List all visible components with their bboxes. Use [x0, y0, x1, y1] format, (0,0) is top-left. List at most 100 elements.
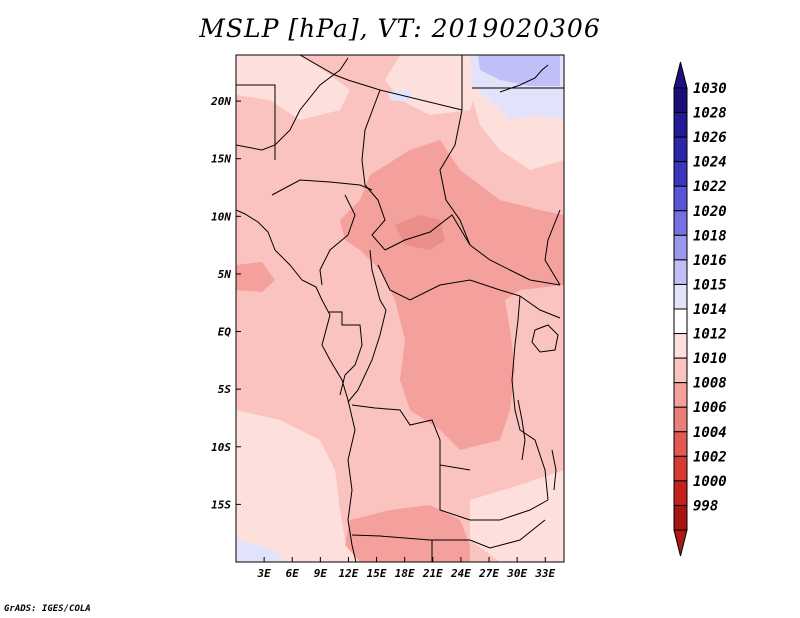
border-cameroon-nigeria — [319, 194, 356, 286]
border-angola-zambia — [439, 465, 549, 521]
lake-tanganyika — [517, 399, 526, 461]
grads-credit: GrADS: IGES/COLA — [4, 604, 91, 614]
border-chad-car — [384, 214, 471, 251]
border-chad-sudan — [439, 109, 471, 246]
pressure-zone-1008-south — [345, 505, 470, 562]
map-frame — [235, 54, 565, 563]
colorbar-swatch — [673, 431, 688, 457]
pressure-zone-1006-central — [395, 215, 445, 250]
colorbar-swatch — [673, 308, 688, 335]
pressure-zone-1008-west — [236, 262, 275, 292]
colorbar-swatch — [673, 480, 688, 506]
pressure-zone-1012-southwest — [236, 410, 360, 562]
border-congo-drc — [347, 309, 387, 403]
colorbar-label: 1020 — [693, 204, 727, 220]
colorbar-swatch — [673, 283, 688, 310]
colorbar-swatch — [673, 357, 688, 384]
colorbar-label: 1012 — [693, 327, 727, 343]
colorbar-swatch — [673, 333, 688, 359]
lake-victoria — [531, 324, 559, 353]
latitude-axis: 20N 15N 10N 5N EQ 5S 10S 15S — [210, 95, 241, 511]
colorbar-label: 1026 — [693, 130, 727, 146]
border-drc-east — [511, 295, 549, 501]
border-algeria-mali-niger — [236, 57, 349, 151]
colorbar-label: 1000 — [693, 474, 727, 490]
border-angola-namibia — [351, 534, 470, 541]
border-sudan-southsudan — [469, 244, 561, 286]
colorbar-swatch — [673, 382, 688, 408]
colorbar-label: 1014 — [693, 302, 727, 318]
pressure-zone-1015-southwest — [236, 540, 285, 562]
border-car-drc — [377, 264, 521, 301]
lon-tick-label: 30E — [506, 567, 527, 580]
country-borders — [236, 55, 564, 562]
lat-tick-label: 20N — [210, 95, 231, 108]
border-cameroon-car — [369, 249, 387, 311]
colorbar-label: 1010 — [693, 351, 727, 367]
lat-tick-label: 5S — [218, 383, 232, 396]
border-mauritania-mali — [236, 84, 276, 160]
lat-tick-label: 15S — [211, 498, 231, 511]
lat-tick-label: 10N — [211, 210, 231, 223]
colorbar-label: 1002 — [693, 449, 727, 465]
border-drc-angola — [351, 404, 471, 471]
colorbar-label: 1015 — [693, 277, 727, 293]
colorbar-label: 1024 — [693, 155, 727, 171]
pressure-zone-1012-southeast — [470, 470, 564, 562]
colorbar-label: 1008 — [693, 376, 727, 392]
border-chad-west — [361, 89, 386, 251]
pressure-zone-1016-northeast — [478, 55, 560, 86]
colorbar-swatch — [673, 455, 688, 482]
lon-tick-label: 24E — [450, 567, 471, 580]
colorbar-label: 1016 — [693, 253, 727, 269]
colorbar-swatch — [673, 161, 688, 187]
lon-tick-label: 33E — [534, 567, 555, 580]
lon-tick-label: 15E — [367, 567, 387, 580]
colorbar-swatch — [673, 112, 688, 138]
map-panel — [236, 55, 564, 562]
colorbar: 1030 1028 1026 1024 1022 1020 1018 1016 1015 1014… — [673, 61, 727, 557]
coastline-west — [236, 209, 357, 562]
colorbar-label: 1004 — [693, 425, 727, 441]
lat-tick-label: EQ — [218, 326, 232, 339]
colorbar-swatch — [673, 185, 688, 212]
lon-tick-label: 12E — [339, 567, 359, 580]
colorbar-top-arrow — [673, 61, 688, 89]
longitude-axis: 3E 6E 9E 12E 15E 18E 21E 24E 27E 30E 33E — [256, 557, 556, 580]
map-title: MSLP [hPa], VT: 2019020306 — [199, 14, 601, 43]
colorbar-bottom-arrow — [673, 529, 688, 557]
lon-tick-label: 9E — [314, 567, 328, 580]
colorbar-swatch — [673, 87, 688, 114]
lon-tick-label: 27E — [478, 567, 499, 580]
border-sudan-ethiopia — [544, 209, 561, 286]
lon-tick-label: 21E — [422, 567, 443, 580]
lon-tick-label: 3E — [256, 567, 271, 580]
colorbar-label: 1030 — [693, 81, 727, 97]
colorbar-label: 1006 — [693, 400, 727, 416]
colorbar-swatch — [673, 259, 688, 285]
lat-tick-label: 15N — [211, 153, 231, 166]
border-niger-nigeria — [271, 179, 373, 196]
border-gabon-congo — [328, 311, 363, 396]
colorbar-label: 1022 — [693, 179, 727, 195]
border-niger-chad-libya — [299, 55, 463, 111]
colorbar-label: 998 — [693, 498, 718, 514]
colorbar-swatch — [673, 210, 688, 236]
colorbar-swatch — [673, 136, 688, 163]
colorbar-swatch — [673, 234, 688, 261]
red-sea-coast — [499, 64, 549, 93]
border-zambia-zimbabwe — [469, 519, 546, 549]
lat-tick-label: 10S — [211, 441, 231, 454]
lake-malawi — [551, 449, 557, 491]
colorbar-swatch — [673, 504, 688, 531]
lon-tick-label: 6E — [286, 567, 300, 580]
lon-tick-label: 18E — [395, 567, 415, 580]
colorbar-swatch — [673, 406, 688, 433]
pressure-zone-1012-northwest — [236, 55, 350, 120]
colorbar-label: 1028 — [693, 106, 727, 122]
border-southsudan-drc-uganda — [519, 295, 561, 319]
lat-tick-label: 5N — [218, 268, 232, 281]
pressure-zone-1008-central — [340, 140, 564, 450]
colorbar-label: 1018 — [693, 228, 727, 244]
